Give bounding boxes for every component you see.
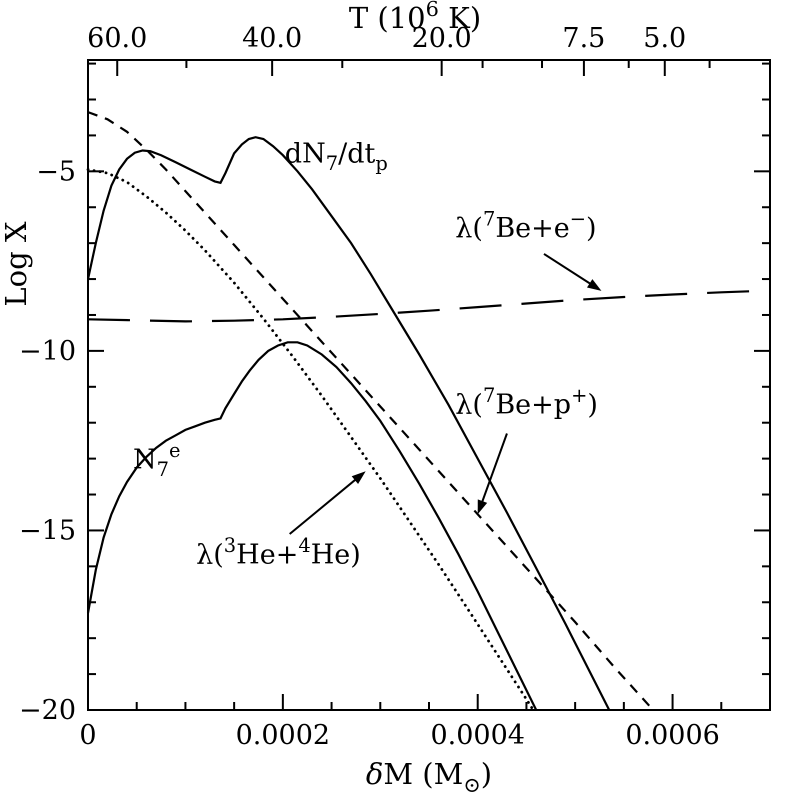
x-tick-label: 0.0002 (236, 720, 330, 751)
annotation-arrow-line-lambda-7Be-p-label (480, 433, 508, 506)
annotation-dn7-label: dN7/dtp (285, 138, 388, 175)
y-axis-title: Log X (0, 221, 33, 306)
top-tick-label: 7.5 (562, 23, 605, 54)
series-lambda-7Be-e (87, 289, 771, 323)
plot-frame (87, 59, 771, 711)
y-tick-label: −15 (19, 515, 76, 546)
annotation-n7e-label: N7e (133, 439, 181, 481)
annotation-arrow-line-lambda-3He-4He-label (289, 476, 359, 535)
y-tick-label: −5 (36, 156, 76, 187)
x-tick-label: 0.0004 (430, 720, 524, 751)
annotation-lambda-7Be-e-label: λ(7Be+e−) (455, 208, 596, 244)
series-lambda-7Be-p (87, 111, 654, 711)
annotation-lambda-3He-4He-label: λ(3He+4He) (196, 534, 361, 570)
y-tick-label: −20 (19, 695, 76, 726)
top-tick-label: 5.0 (643, 23, 686, 54)
top-tick-label: 40.0 (242, 23, 302, 54)
top-axis-title: T (106 K) (349, 0, 481, 35)
annotation-arrow-line-lambda-7Be-e-label (543, 253, 594, 287)
annotation-arrow-head-lambda-7Be-e-label (586, 279, 602, 291)
series-dN7-dtp (86, 136, 611, 711)
annotation-lambda-7Be-p-label: λ(7Be+p+) (455, 384, 598, 420)
x-axis-title: δM (M⊙) (366, 757, 492, 797)
series-N7e (86, 341, 538, 711)
series-lambda-3He-4He (86, 168, 535, 712)
x-tick-label: 0.0006 (625, 720, 719, 751)
annotation-arrow-head-lambda-7Be-p-label (477, 499, 488, 515)
top-tick-label: 60.0 (87, 23, 147, 54)
top-tick-label: 20.0 (412, 23, 472, 54)
x-tick-label: 0 (79, 720, 96, 751)
y-tick-label: −10 (19, 336, 76, 367)
annotation-arrow-head-lambda-3He-4He-label (351, 471, 366, 484)
